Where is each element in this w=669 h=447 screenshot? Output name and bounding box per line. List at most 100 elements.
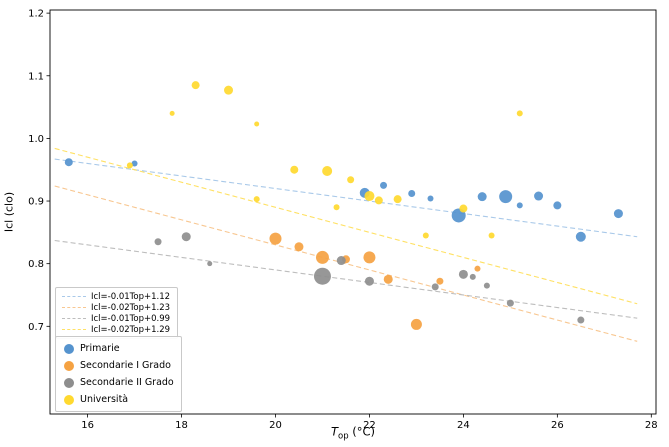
data-point-primarie xyxy=(64,158,73,167)
x-tick-label: 26 xyxy=(551,420,564,431)
dashed-line-swatch xyxy=(62,296,86,297)
y-tick-label: 0.9 xyxy=(28,197,44,208)
data-point-primarie xyxy=(534,191,544,201)
series-legend-label: Primarie xyxy=(80,343,120,354)
series-legend-label: Secondarie I Grado xyxy=(80,360,171,371)
plot-frame xyxy=(49,9,657,415)
trend-line xyxy=(54,158,638,238)
series-legend-entry: Secondarie II Grado xyxy=(62,374,174,391)
data-point-primarie xyxy=(427,195,434,202)
y-tick-label: 1.2 xyxy=(28,9,44,20)
series-dot-swatch xyxy=(64,377,74,388)
data-point-universita xyxy=(459,204,468,213)
data-point-universita xyxy=(191,81,200,90)
data-point-secondarie-ii-grado xyxy=(154,238,162,246)
x-axis-unit: (°C) xyxy=(348,424,376,439)
series-legend-entry: Università xyxy=(62,391,174,408)
data-point-primarie xyxy=(516,202,523,209)
data-point-universita xyxy=(126,162,133,169)
y-tick-label: 0.7 xyxy=(28,322,44,333)
legend-series: Primarie Secondarie I Grado Secondarie II … xyxy=(55,336,182,412)
trend-line xyxy=(54,185,638,342)
data-point-universita xyxy=(393,195,402,204)
data-point-primarie xyxy=(408,190,416,198)
x-axis-symbol: T xyxy=(330,424,338,439)
data-point-primarie xyxy=(499,190,513,204)
data-point-secondarie-ii-grado xyxy=(469,273,476,280)
data-point-universita xyxy=(254,121,260,127)
data-point-secondarie-ii-grado xyxy=(458,269,468,279)
data-point-primarie xyxy=(477,192,487,202)
series-legend-label: Università xyxy=(80,394,129,405)
trend-legend-entry: Icl=-0.01Top+1.12 xyxy=(62,291,170,302)
y-axis-label: Icl (clo) xyxy=(2,191,16,233)
data-point-universita xyxy=(333,204,340,211)
data-point-secondarie-i-grado xyxy=(315,250,329,264)
trend-legend-entry: Icl=-0.02Top+1.23 xyxy=(62,302,170,313)
x-axis-subscript: op xyxy=(338,431,349,442)
data-point-universita xyxy=(364,191,375,202)
x-tick-label: 20 xyxy=(269,420,282,431)
data-point-secondarie-ii-grado xyxy=(364,276,374,286)
data-point-universita xyxy=(374,196,383,205)
data-point-secondarie-i-grado xyxy=(436,277,444,285)
data-point-primarie xyxy=(380,181,388,189)
data-point-universita xyxy=(347,176,355,184)
series-legend-entry: Secondarie I Grado xyxy=(62,357,174,374)
data-point-universita xyxy=(253,196,260,203)
data-point-primarie xyxy=(613,209,623,219)
dashed-line-swatch xyxy=(62,329,86,330)
y-tick-label: 1.0 xyxy=(28,134,44,145)
dashed-line-swatch xyxy=(62,307,86,308)
trend-legend-label: Icl=-0.01Top+0.99 xyxy=(91,313,171,324)
data-point-universita xyxy=(516,110,523,117)
x-tick-label: 22 xyxy=(363,420,376,431)
data-point-secondarie-i-grado xyxy=(383,274,393,284)
trend-legend-entry: Icl=-0.02Top+1.29 xyxy=(62,324,170,335)
data-point-universita xyxy=(322,165,333,176)
data-point-secondarie-i-grado xyxy=(410,318,422,330)
data-point-universita xyxy=(224,85,234,95)
data-point-universita xyxy=(422,232,429,239)
trend-legend-entry: Icl=-0.01Top+0.99 xyxy=(62,313,170,324)
series-dot-swatch xyxy=(64,394,74,405)
x-axis-label: Top (°C) xyxy=(331,424,375,441)
series-dot-swatch xyxy=(64,360,74,371)
dashed-line-swatch xyxy=(62,318,86,319)
data-point-secondarie-ii-grado xyxy=(577,316,585,324)
data-point-secondarie-ii-grado xyxy=(483,282,490,289)
series-legend-label: Secondarie II Grado xyxy=(80,377,174,388)
data-point-secondarie-i-grado xyxy=(474,265,481,272)
trend-legend-label: Icl=-0.02Top+1.29 xyxy=(91,324,171,335)
data-point-secondarie-i-grado xyxy=(269,232,282,245)
series-dot-swatch xyxy=(64,343,74,354)
legend-trend-lines: Icl=-0.01Top+1.12 Icl=-0.02Top+1.23 Icl=-0… xyxy=(55,287,179,339)
data-point-primarie xyxy=(553,201,562,210)
trend-line xyxy=(54,239,638,319)
data-point-secondarie-ii-grado xyxy=(506,299,514,307)
data-point-secondarie-ii-grado xyxy=(313,267,331,285)
x-tick-label: 18 xyxy=(175,420,188,431)
data-point-secondarie-ii-grado xyxy=(181,232,191,242)
data-point-universita xyxy=(290,165,299,174)
y-tick-label: 1.1 xyxy=(28,71,44,82)
data-point-universita xyxy=(169,110,175,116)
data-point-secondarie-i-grado xyxy=(363,251,376,264)
data-point-universita xyxy=(488,232,495,239)
data-point-secondarie-ii-grado xyxy=(431,283,439,291)
trend-legend-label: Icl=-0.01Top+1.12 xyxy=(91,291,171,302)
x-tick-label: 24 xyxy=(457,420,470,431)
trend-legend-label: Icl=-0.02Top+1.23 xyxy=(91,302,171,313)
data-point-secondarie-i-grado xyxy=(294,242,304,252)
data-point-primarie xyxy=(575,231,586,242)
data-point-secondarie-ii-grado xyxy=(336,256,346,266)
series-legend-entry: Primarie xyxy=(62,340,174,357)
x-tick-label: 28 xyxy=(645,420,658,431)
trend-line xyxy=(54,147,638,305)
data-point-secondarie-ii-grado xyxy=(207,261,213,267)
data-point-primarie xyxy=(131,160,138,167)
x-tick-label: 16 xyxy=(81,420,94,431)
y-tick-label: 0.8 xyxy=(28,259,44,270)
